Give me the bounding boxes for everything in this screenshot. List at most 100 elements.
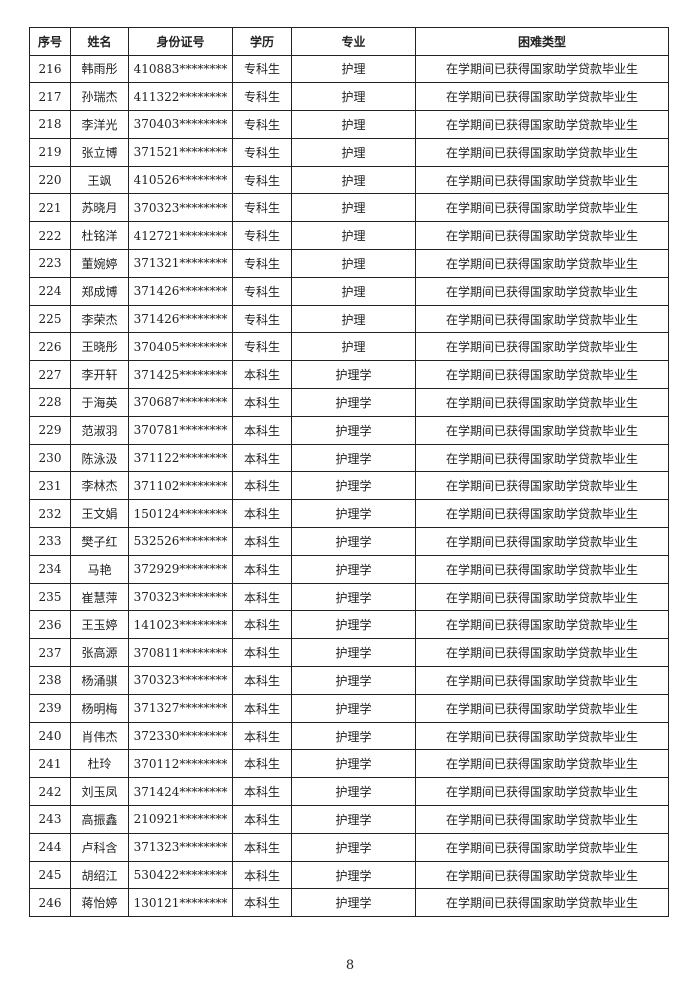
cell-education: 专科生: [232, 82, 292, 112]
cell-name: 肖伟杰: [70, 721, 129, 751]
cell-difficulty-type: 在学期间已获得国家助学贷款毕业生: [415, 499, 669, 529]
cell-id-number: 371102********: [128, 471, 233, 501]
cell-id-number: 412721********: [128, 221, 233, 251]
cell-education: 本科生: [232, 471, 292, 501]
cell-difficulty-type: 在学期间已获得国家助学贷款毕业生: [415, 221, 669, 251]
cell-name: 郑成博: [70, 276, 129, 306]
cell-major: 护理学: [291, 721, 416, 751]
cell-major: 护理学: [291, 360, 416, 390]
cell-difficulty-type: 在学期间已获得国家助学贷款毕业生: [415, 249, 669, 278]
cell-education: 本科生: [232, 582, 292, 612]
table-row: 225 李荣杰 371426******** 专科生 护理 在学期间已获得国家助学贷款毕业…: [29, 304, 669, 334]
cell-major: 护理: [291, 304, 416, 334]
cell-index: 230: [29, 443, 71, 473]
cell-education: 本科生: [232, 832, 292, 862]
cell-major: 护理学: [291, 443, 416, 473]
cell-name: 蒋怡婷: [70, 888, 129, 918]
cell-id-number: 141023********: [128, 610, 233, 640]
cell-major: 护理学: [291, 554, 416, 584]
cell-education: 本科生: [232, 805, 292, 834]
cell-education: 专科生: [232, 249, 292, 278]
cell-major: 护理: [291, 110, 416, 139]
table-row: 233 樊子红 532526******** 本科生 护理学 在学期间已获得国家助学贷款毕…: [29, 527, 669, 556]
cell-index: 239: [29, 693, 71, 723]
cell-name: 孙瑞杰: [70, 82, 129, 112]
cell-index: 231: [29, 471, 71, 501]
cell-index: 220: [29, 165, 71, 195]
cell-difficulty-type: 在学期间已获得国家助学贷款毕业生: [415, 360, 669, 390]
cell-id-number: 370405********: [128, 332, 233, 362]
cell-name: 樊子红: [70, 527, 129, 556]
cell-index: 218: [29, 110, 71, 139]
table-header-row: 序号 姓名 身份证号 学历 专业 困难类型: [29, 27, 669, 56]
cell-difficulty-type: 在学期间已获得国家助学贷款毕业生: [415, 332, 669, 362]
cell-index: 219: [29, 137, 71, 167]
header-education: 学历: [232, 27, 292, 56]
cell-education: 专科生: [232, 137, 292, 167]
cell-major: 护理: [291, 54, 416, 84]
cell-id-number: 370112********: [128, 749, 233, 779]
cell-name: 陈泳汲: [70, 443, 129, 473]
cell-index: 236: [29, 610, 71, 640]
cell-index: 223: [29, 249, 71, 278]
cell-education: 本科生: [232, 860, 292, 890]
cell-difficulty-type: 在学期间已获得国家助学贷款毕业生: [415, 443, 669, 473]
cell-index: 229: [29, 415, 71, 445]
cell-major: 护理学: [291, 638, 416, 668]
cell-id-number: 371425********: [128, 360, 233, 390]
cell-index: 224: [29, 276, 71, 306]
cell-index: 242: [29, 777, 71, 807]
cell-name: 胡绍江: [70, 860, 129, 890]
cell-index: 216: [29, 54, 71, 84]
cell-major: 护理: [291, 276, 416, 306]
cell-name: 李开轩: [70, 360, 129, 390]
cell-id-number: 371122********: [128, 443, 233, 473]
cell-education: 本科生: [232, 554, 292, 584]
cell-name: 高振鑫: [70, 805, 129, 834]
cell-difficulty-type: 在学期间已获得国家助学贷款毕业生: [415, 415, 669, 445]
cell-major: 护理学: [291, 860, 416, 890]
table-row: 235 崔慧萍 370323******** 本科生 护理学 在学期间已获得国家助学贷款毕…: [29, 582, 669, 612]
cell-major: 护理: [291, 332, 416, 362]
table-row: 245 胡绍江 530422******** 本科生 护理学 在学期间已获得国家助学贷款毕…: [29, 860, 669, 890]
table-row: 243 高振鑫 210921******** 本科生 护理学 在学期间已获得国家助学贷款毕…: [29, 805, 669, 834]
cell-index: 217: [29, 82, 71, 112]
cell-id-number: 530422********: [128, 860, 233, 890]
cell-id-number: 410883********: [128, 54, 233, 84]
cell-major: 护理学: [291, 582, 416, 612]
cell-education: 本科生: [232, 888, 292, 918]
cell-id-number: 150124********: [128, 499, 233, 529]
header-name: 姓名: [70, 27, 129, 56]
cell-name: 王晓彤: [70, 332, 129, 362]
cell-major: 护理学: [291, 499, 416, 529]
cell-id-number: 210921********: [128, 805, 233, 834]
header-id-number: 身份证号: [128, 27, 233, 56]
table-row: 239 杨明梅 371327******** 本科生 护理学 在学期间已获得国家助学贷款毕…: [29, 693, 669, 723]
cell-name: 马艳: [70, 554, 129, 584]
student-table: 序号 姓名 身份证号 学历 专业 困难类型 216 韩雨彤 410883******…: [29, 27, 669, 918]
cell-difficulty-type: 在学期间已获得国家助学贷款毕业生: [415, 165, 669, 195]
cell-difficulty-type: 在学期间已获得国家助学贷款毕业生: [415, 471, 669, 501]
cell-id-number: 370323********: [128, 666, 233, 695]
cell-major: 护理学: [291, 832, 416, 862]
cell-id-number: 371321********: [128, 249, 233, 278]
cell-index: 227: [29, 360, 71, 390]
cell-difficulty-type: 在学期间已获得国家助学贷款毕业生: [415, 527, 669, 556]
cell-id-number: 370687********: [128, 388, 233, 417]
cell-major: 护理: [291, 249, 416, 278]
cell-index: 245: [29, 860, 71, 890]
table-row: 220 王飒 410526******** 专科生 护理 在学期间已获得国家助学贷款毕业生: [29, 165, 669, 195]
cell-difficulty-type: 在学期间已获得国家助学贷款毕业生: [415, 610, 669, 640]
cell-name: 刘玉凤: [70, 777, 129, 807]
table-row: 218 李洋光 370403******** 专科生 护理 在学期间已获得国家助学贷款毕业…: [29, 110, 669, 139]
table-row: 224 郑成博 371426******** 专科生 护理 在学期间已获得国家助学贷款毕业…: [29, 276, 669, 306]
cell-id-number: 130121********: [128, 888, 233, 918]
cell-education: 本科生: [232, 721, 292, 751]
cell-major: 护理学: [291, 777, 416, 807]
cell-major: 护理学: [291, 693, 416, 723]
table-row: 236 王玉婷 141023******** 本科生 护理学 在学期间已获得国家助学贷款毕…: [29, 610, 669, 640]
cell-name: 王飒: [70, 165, 129, 195]
table-row: 234 马艳 372929******** 本科生 护理学 在学期间已获得国家助学贷款毕业…: [29, 554, 669, 584]
cell-difficulty-type: 在学期间已获得国家助学贷款毕业生: [415, 638, 669, 668]
cell-index: 240: [29, 721, 71, 751]
